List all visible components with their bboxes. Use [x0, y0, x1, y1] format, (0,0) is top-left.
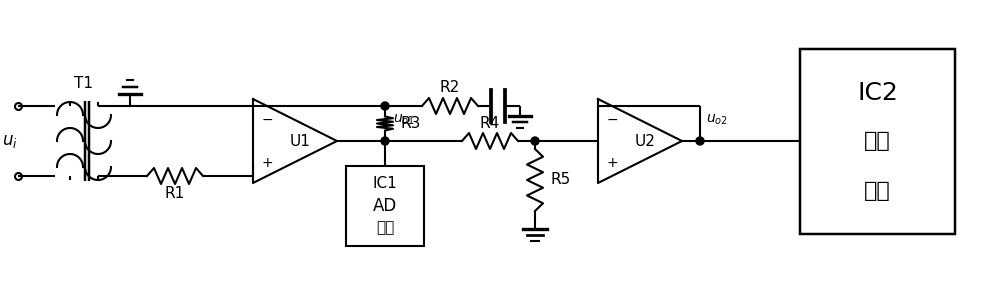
- Text: $u_i$: $u_i$: [2, 132, 18, 150]
- Circle shape: [381, 102, 389, 110]
- Text: U2: U2: [635, 134, 655, 148]
- Text: $+$: $+$: [606, 156, 618, 170]
- Circle shape: [381, 137, 389, 145]
- Text: AD: AD: [373, 197, 397, 215]
- Text: $+$: $+$: [261, 156, 273, 170]
- Text: R2: R2: [440, 80, 460, 95]
- Text: 芯片: 芯片: [864, 181, 891, 201]
- Text: 芯片: 芯片: [376, 221, 394, 235]
- Text: $u_{o2}$: $u_{o2}$: [706, 113, 728, 127]
- Text: IC2: IC2: [857, 81, 898, 105]
- Text: 计量: 计量: [864, 131, 891, 151]
- Text: $-$: $-$: [606, 112, 618, 126]
- Circle shape: [696, 137, 704, 145]
- Text: IC1: IC1: [373, 176, 397, 191]
- Text: $u_{o1}$: $u_{o1}$: [393, 113, 415, 127]
- Text: U1: U1: [290, 134, 310, 148]
- Text: T1: T1: [74, 76, 94, 91]
- Text: $-$: $-$: [261, 112, 273, 126]
- Bar: [346, 166, 424, 246]
- Circle shape: [531, 137, 539, 145]
- Bar: [800, 48, 955, 234]
- Text: R5: R5: [551, 172, 571, 188]
- Text: R3: R3: [401, 116, 421, 131]
- Text: R1: R1: [165, 187, 185, 201]
- Text: R4: R4: [480, 116, 500, 131]
